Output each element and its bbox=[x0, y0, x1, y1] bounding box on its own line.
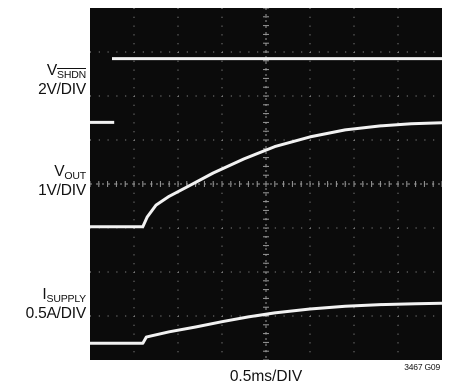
scope-plot bbox=[90, 8, 442, 360]
vshdn-label: VSHDN 2V/DIV bbox=[38, 62, 86, 99]
vshdn-subscript: SHDN bbox=[57, 69, 86, 81]
grid bbox=[90, 8, 442, 360]
vout-subscript: OUT bbox=[64, 170, 86, 182]
vshdn-prefix: V bbox=[46, 62, 58, 79]
vout-prefix: V bbox=[54, 163, 65, 180]
vout-label: VOUT 1V/DIV bbox=[38, 163, 86, 200]
isupply-prefix: I bbox=[42, 286, 47, 303]
trace-2 bbox=[90, 121, 442, 229]
traces bbox=[90, 57, 442, 345]
figure-code: 3467 G09 bbox=[404, 362, 440, 372]
x-axis-scale-label: 0.5ms/DIV bbox=[229, 368, 303, 385]
vshdn-scale: 2V/DIV bbox=[38, 81, 86, 98]
isupply-subscript: SUPPLY bbox=[46, 293, 87, 305]
isupply-scale: 0.5A/DIV bbox=[25, 305, 87, 322]
isupply-label: ISUPPLY 0.5A/DIV bbox=[25, 286, 87, 323]
oscilloscope-screen bbox=[90, 8, 442, 360]
vout-scale: 1V/DIV bbox=[38, 182, 86, 199]
trace-3 bbox=[90, 301, 442, 345]
